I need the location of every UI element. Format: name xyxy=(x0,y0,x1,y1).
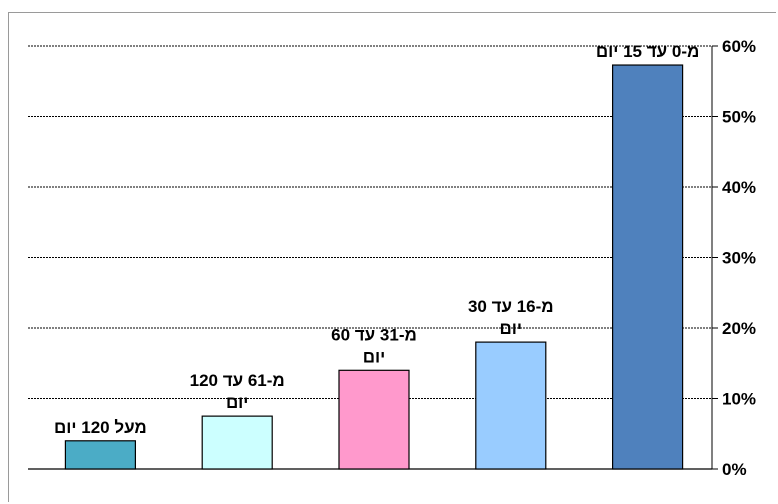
bar-label-2: יום xyxy=(226,393,249,412)
y-tick-label: 50% xyxy=(722,108,756,127)
bar-label-3: מ-31 עד 60 xyxy=(331,325,417,344)
bar-labels: מעל 120 יום מ-61 עד 120 יום מ-31 עד 60 יום מ-… xyxy=(54,42,699,437)
chart-frame xyxy=(8,12,776,502)
y-tick-label: 40% xyxy=(722,178,756,197)
y-tick-label: 30% xyxy=(722,249,756,268)
bar-label-2: מ-61 עד 120 xyxy=(190,371,285,390)
bar-1 xyxy=(64,440,137,470)
y-tick-label: 20% xyxy=(722,319,756,338)
bar-3 xyxy=(338,369,410,470)
y-tick-label: 0% xyxy=(722,460,747,479)
bar-label-5: מ-0 עד 15 יום xyxy=(596,42,700,61)
bar-2 xyxy=(201,415,273,470)
y-tick-label: 60% xyxy=(722,37,756,56)
y-tick-label: 10% xyxy=(722,390,756,409)
bar-5 xyxy=(611,64,684,470)
bars xyxy=(64,64,684,470)
y-axis: 0% 10% 20% 30% 40% 50% 60% xyxy=(711,37,756,479)
bar-label-4: מ-16 עד 30 xyxy=(468,297,554,316)
bar-4 xyxy=(475,341,547,470)
bar-label-1: מעל 120 יום xyxy=(54,418,147,437)
bar-label-4: יום xyxy=(500,319,523,338)
bar-label-3: יום xyxy=(363,347,386,366)
